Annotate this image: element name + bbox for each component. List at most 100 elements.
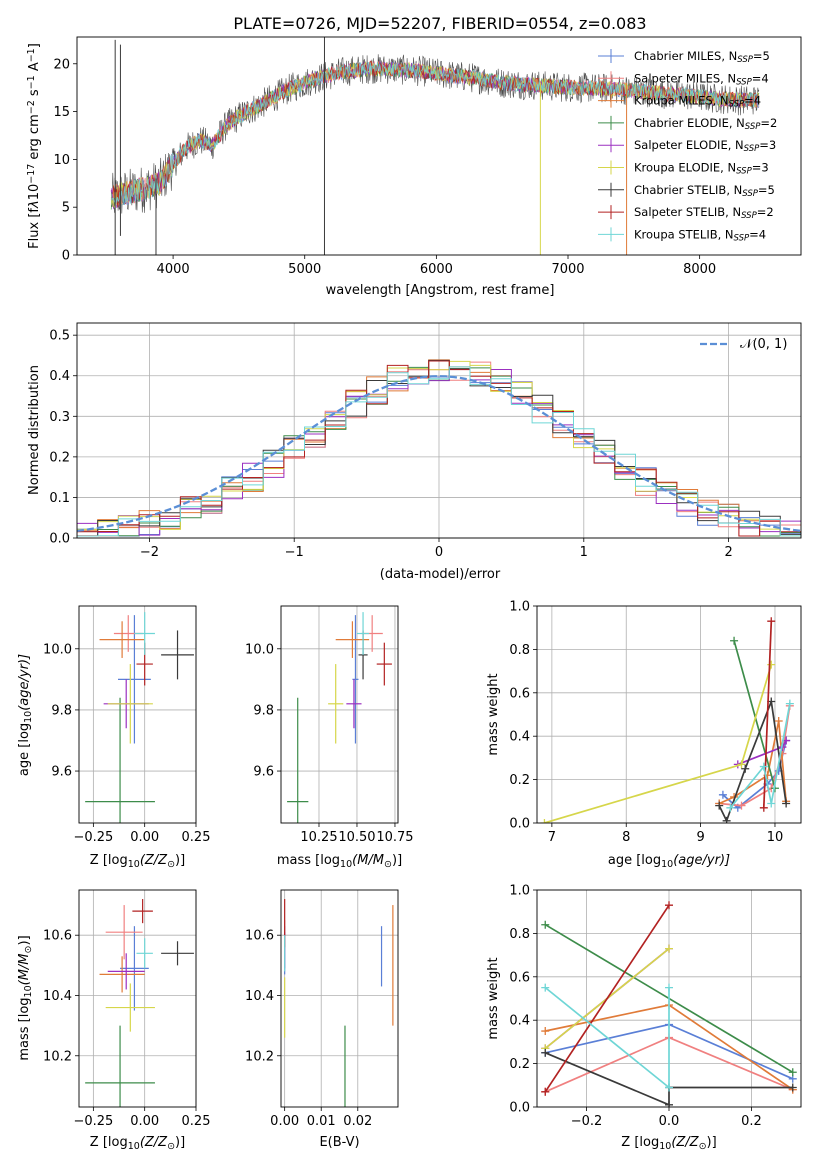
x-tick-label: 10 xyxy=(767,830,784,845)
axes-frame xyxy=(78,605,197,824)
series-marker xyxy=(759,803,768,812)
series-marker xyxy=(767,617,776,626)
data-point xyxy=(132,899,153,924)
age_vs_Z-points xyxy=(85,612,194,823)
x-tick-label: 10.75 xyxy=(376,830,413,845)
y-tick-label: 0.4 xyxy=(49,369,70,384)
data-point xyxy=(356,612,370,655)
y-tick-label: 9.8 xyxy=(253,703,274,718)
series-marker xyxy=(785,699,794,708)
series-marker xyxy=(737,760,746,769)
y-tick-label: 0.0 xyxy=(509,817,530,832)
x-tick-label: 0.25 xyxy=(182,1114,211,1129)
series-marker xyxy=(741,764,750,773)
y-axis-label: mass weight xyxy=(486,673,501,755)
x-tick-label: 7 xyxy=(548,830,556,845)
mass_vs_EBV-points xyxy=(284,899,394,1107)
y-tick-label: 0.0 xyxy=(509,1101,530,1116)
y-tick-label: 5 xyxy=(62,201,70,216)
x-tick-label: 5000 xyxy=(288,262,321,277)
series-marker xyxy=(665,1100,673,1107)
x-tick-label: 0.00 xyxy=(130,830,159,845)
y-tick-label: 0.6 xyxy=(509,970,530,985)
legend-label: Salpeter MILES, NSSP=4 xyxy=(634,71,769,87)
legend-label: Chabrier MILES, NSSP=5 xyxy=(634,49,770,65)
y-tick-label: 0.2 xyxy=(49,450,70,465)
series-marker xyxy=(774,717,783,726)
data-point xyxy=(287,697,309,823)
x-tick-label: 0.00 xyxy=(130,1114,159,1129)
series-marker xyxy=(782,799,791,808)
series-marker xyxy=(788,1068,797,1077)
legend-label: 𝒩(0, 1) xyxy=(740,337,787,352)
axes-frame xyxy=(536,605,802,824)
series-marker xyxy=(541,1087,550,1096)
legend-label: Kroupa STELIB, NSSP=4 xyxy=(634,227,766,243)
series-marker xyxy=(730,636,739,645)
series-line xyxy=(729,703,791,809)
x-tick-label: 0.0 xyxy=(659,1114,680,1129)
y-tick-label: 10.4 xyxy=(43,989,72,1004)
y-tick-label: 15 xyxy=(53,105,70,120)
series-marker xyxy=(665,901,673,910)
x-tick-label: 0.25 xyxy=(182,830,211,845)
legend-label: Salpeter STELIB, NSSP=2 xyxy=(634,205,774,221)
legend: Chabrier MILES, NSSP=5 Salpeter MILES, NS… xyxy=(598,49,777,244)
y-tick-label: 0.4 xyxy=(509,730,530,745)
x-tick-label: 1 xyxy=(580,545,588,560)
mass_vs_Z-axes: −0.25 0.00 0.25 10.2 10.4 10.6 xyxy=(43,889,211,1129)
y-tick-label: 10.0 xyxy=(245,642,274,657)
axes-frame xyxy=(536,889,802,1108)
x-axis-label: E(B-V) xyxy=(319,1135,359,1150)
age_vs_Z-axes: −0.25 0.00 0.25 9.6 9.8 10.0 xyxy=(43,605,211,845)
x-tick-label: 0.00 xyxy=(270,1114,299,1129)
x-axis-label: Z [log10(Z/Z⊙)] xyxy=(90,853,185,870)
series-marker xyxy=(767,660,776,669)
legend-label: Chabrier ELODIE, NSSP=2 xyxy=(634,116,777,132)
y-tick-label: 10.4 xyxy=(245,989,274,1004)
normal-curve xyxy=(77,375,801,533)
massweight_vs_Z-lines xyxy=(541,901,797,1107)
legend-label: Chabrier STELIB, NSSP=5 xyxy=(634,183,775,199)
series-marker xyxy=(788,1083,797,1092)
data-point xyxy=(85,1025,155,1107)
series-marker xyxy=(722,816,731,823)
axes-frame xyxy=(280,605,399,824)
series-line xyxy=(718,698,787,823)
series-line xyxy=(544,1052,793,1107)
x-tick-label: 9 xyxy=(696,830,704,845)
y-tick-label: 9.6 xyxy=(253,765,274,780)
x-tick-label: 8 xyxy=(622,830,630,845)
data-point xyxy=(134,612,155,655)
y-axis-label: age [log10(age/yr)] xyxy=(17,654,34,776)
y-axis-label: Normed distribution xyxy=(27,365,42,495)
x-axis-label: Z [log10(Z/Z⊙)] xyxy=(90,1135,185,1152)
data-point xyxy=(99,621,145,658)
series-marker xyxy=(665,1083,673,1092)
series-marker xyxy=(767,799,776,808)
data-point xyxy=(161,630,194,680)
y-axis-label: Flux [fλ10−17 erg cm−2 s−1 A−1] xyxy=(26,43,42,249)
series-marker xyxy=(665,944,673,953)
y-tick-label: 1.0 xyxy=(509,884,530,899)
data-point xyxy=(335,621,370,658)
x-tick-label: 0.01 xyxy=(307,1114,336,1129)
data-point xyxy=(328,664,344,744)
spectrum-lines xyxy=(110,37,760,255)
x-tick-label: 4000 xyxy=(157,262,190,277)
series-marker xyxy=(737,801,746,810)
y-tick-label: 0.1 xyxy=(49,491,70,506)
axes-frame xyxy=(280,889,399,1108)
legend-label: Kroupa ELODIE, NSSP=3 xyxy=(634,161,769,177)
x-tick-label: −0.25 xyxy=(73,830,113,845)
x-tick-label: 7000 xyxy=(551,262,584,277)
x-tick-label: 2 xyxy=(724,545,732,560)
age_vs_mass-points xyxy=(287,612,392,823)
y-tick-label: 0 xyxy=(62,249,70,264)
massweight_vs_Z-axes: −0.2 0.0 0.2 0.0 0.2 0.4 0.6 0.8 1.0 xyxy=(509,884,802,1129)
series-marker xyxy=(718,790,727,799)
data-point xyxy=(376,642,392,686)
y-tick-label: 10.6 xyxy=(43,929,72,944)
data-point xyxy=(352,615,359,744)
y-tick-label: 10.0 xyxy=(43,642,72,657)
